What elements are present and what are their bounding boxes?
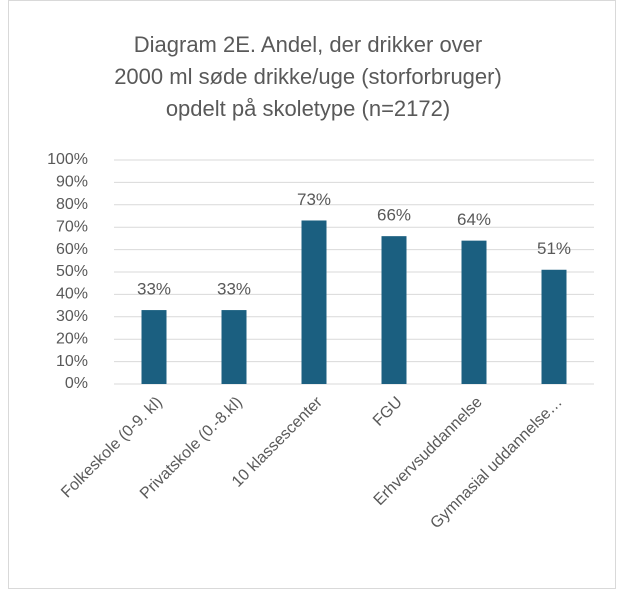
bar xyxy=(381,236,407,384)
bar xyxy=(221,310,247,384)
bar xyxy=(141,310,167,384)
bar xyxy=(461,240,487,384)
data-label: 66% xyxy=(377,206,411,225)
bar xyxy=(301,220,327,384)
y-tick-label: 50% xyxy=(56,263,88,280)
y-tick-label: 10% xyxy=(56,353,88,370)
chart-title: Diagram 2E. Andel, der drikker over xyxy=(134,32,483,57)
x-tick-label: FGU xyxy=(370,394,406,430)
data-label: 51% xyxy=(537,239,571,258)
y-tick-label: 0% xyxy=(65,375,88,392)
data-label: 73% xyxy=(297,190,331,209)
bar xyxy=(541,269,567,384)
chart-border xyxy=(8,0,616,589)
y-tick-label: 100% xyxy=(47,151,88,168)
y-tick-label: 90% xyxy=(56,174,88,191)
data-label: 33% xyxy=(137,280,171,299)
x-tick-label: Gymnasial uddannelse… xyxy=(427,394,565,532)
data-label: 33% xyxy=(217,280,251,299)
y-tick-label: 80% xyxy=(56,196,88,213)
y-tick-label: 30% xyxy=(56,308,88,325)
y-tick-label: 20% xyxy=(56,330,88,347)
y-tick-label: 60% xyxy=(56,241,88,258)
chart-title: 2000 ml søde drikke/uge (storforbruger) xyxy=(114,64,502,89)
data-label: 64% xyxy=(457,210,491,229)
y-tick-label: 70% xyxy=(56,218,88,235)
chart-title: opdelt på skoletype (n=2172) xyxy=(166,96,450,121)
y-tick-label: 40% xyxy=(56,286,88,303)
